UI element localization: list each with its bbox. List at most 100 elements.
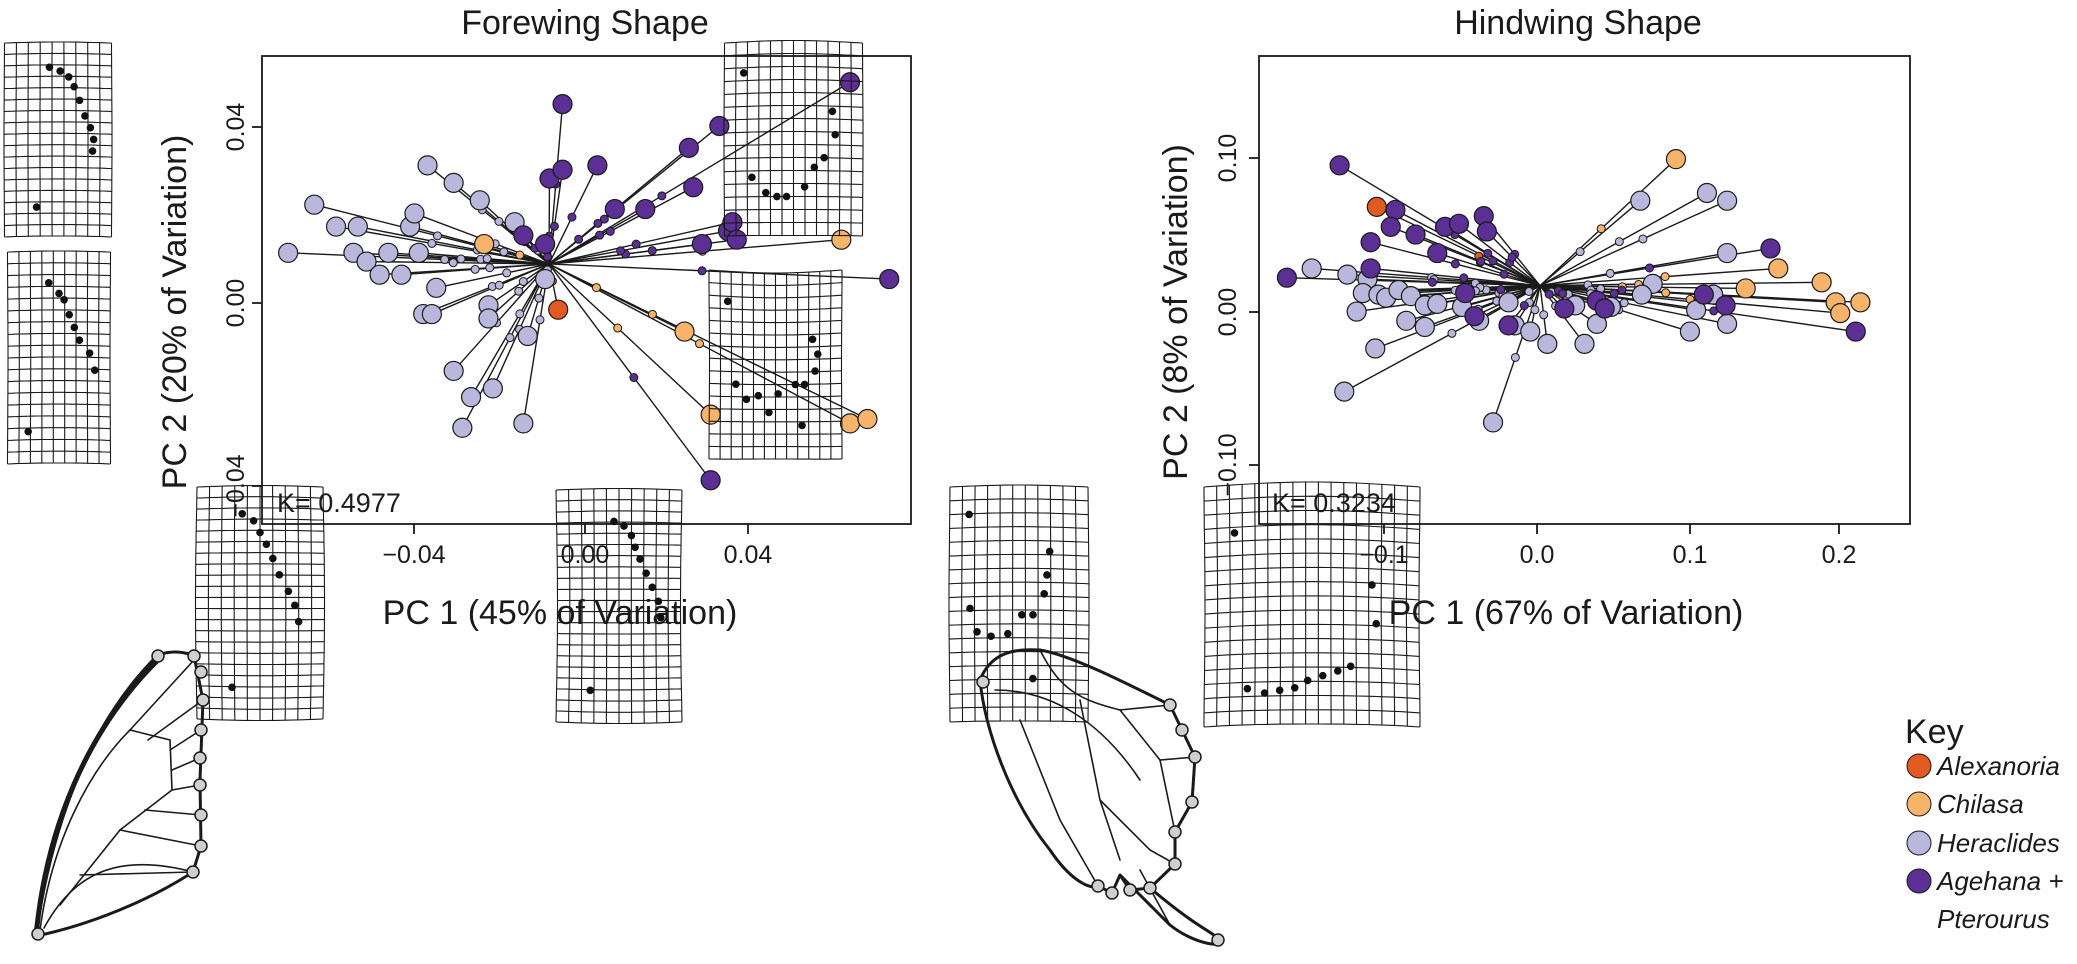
forewing-internal-node bbox=[593, 218, 603, 228]
forewing-internal-node bbox=[595, 230, 605, 240]
forewing-internal-node bbox=[494, 280, 504, 290]
landmark-dot bbox=[65, 310, 74, 319]
forewing-branch bbox=[699, 343, 851, 425]
forewing-internal-node bbox=[456, 254, 466, 264]
forewing-internal-node bbox=[591, 283, 601, 293]
landmark-dot bbox=[1303, 676, 1312, 685]
landmark-dot bbox=[657, 613, 665, 622]
landmark-dot bbox=[24, 427, 32, 436]
forewing-internal-node bbox=[515, 250, 525, 260]
landmark-dot bbox=[56, 67, 64, 75]
hindwing-data-point bbox=[1448, 213, 1470, 234]
hindwing-branch bbox=[1503, 273, 1541, 287]
forewing-xtick-2: 0.00 bbox=[561, 541, 610, 569]
forewing-internal-node bbox=[631, 239, 641, 249]
forewing-branch bbox=[661, 81, 851, 197]
hindwing-data-point bbox=[1716, 190, 1738, 211]
forewing-points bbox=[278, 72, 900, 491]
hindwing-xtick-4: 0.2 bbox=[1822, 541, 1857, 569]
forewing-data-point bbox=[347, 216, 368, 237]
hindwing-data-point bbox=[1396, 310, 1417, 331]
hindwing-series-chilasa bbox=[1665, 149, 1871, 324]
forewing-internal-node bbox=[494, 216, 504, 226]
forewing-internal-node bbox=[613, 323, 623, 333]
hindwing-data-point bbox=[1476, 221, 1497, 242]
hindwing-branch bbox=[1492, 357, 1517, 423]
forewing-internal-node bbox=[616, 246, 626, 256]
forewing-internal-node bbox=[599, 214, 609, 224]
hindwing-data-point bbox=[1360, 232, 1381, 253]
landmark-dot bbox=[813, 350, 822, 358]
landmark-dot bbox=[798, 421, 806, 430]
landmark-dot bbox=[1029, 674, 1037, 683]
hindwing-branch bbox=[1649, 247, 1771, 269]
hindwing-internal-node bbox=[1519, 301, 1529, 311]
hindwing-data-point bbox=[1482, 412, 1504, 433]
forewing-branch bbox=[401, 268, 476, 276]
landmark-dot bbox=[262, 540, 271, 549]
landmark-dot bbox=[636, 555, 644, 563]
landmark-dot bbox=[291, 601, 299, 610]
landmark-dot bbox=[1368, 581, 1376, 589]
landmark-dot bbox=[631, 543, 639, 552]
forewing-branch bbox=[702, 270, 890, 280]
forewing-branch bbox=[548, 263, 703, 272]
landmark-dot bbox=[256, 528, 264, 537]
forewing-xtick-1: −0.04 bbox=[382, 541, 445, 569]
hindwing-branch bbox=[1540, 284, 1622, 291]
hindwing-data-point bbox=[1427, 242, 1448, 264]
forewing-data-point bbox=[478, 308, 499, 329]
hindwing-data-point bbox=[1574, 333, 1595, 354]
forewing-series-heraclides bbox=[278, 155, 556, 438]
legend: Key Alexanoria Chilasa Heraclides Agehan… bbox=[1905, 713, 2064, 934]
hindwing-branch bbox=[1713, 310, 1856, 333]
forewing-data-point bbox=[443, 360, 464, 382]
hindwing-branch bbox=[1415, 233, 1482, 263]
forewing-internal-node bbox=[427, 238, 437, 248]
forewing-internal-node bbox=[647, 246, 657, 256]
forewing-plot: −0.04 0.00 0.04 −0.04 0.00 0.04 K= 0.497… bbox=[222, 55, 912, 569]
forewing-data-point bbox=[452, 417, 473, 438]
landmark-dot bbox=[275, 571, 284, 579]
landmark-dot bbox=[831, 130, 839, 139]
forewing-data-point bbox=[408, 242, 429, 263]
hindwing-data-point bbox=[1405, 224, 1426, 245]
landmark-dot bbox=[973, 627, 981, 636]
forewing-data-point bbox=[517, 325, 538, 347]
hindwing-internal-node bbox=[1507, 252, 1517, 262]
forewing-data-point bbox=[674, 321, 695, 342]
hindwing-internal-node bbox=[1558, 289, 1568, 299]
hindwing-data-point bbox=[1768, 258, 1789, 279]
forewing-internal-node bbox=[482, 254, 492, 264]
hindwing-xlabel: PC 1 (67% of Variation) bbox=[1389, 594, 1744, 632]
landmark-dot bbox=[228, 683, 236, 692]
hindwing-branch bbox=[1539, 238, 1644, 287]
hindwing-branch bbox=[1437, 252, 1505, 275]
hindwing-internal-node bbox=[1617, 285, 1627, 295]
landmark-dot bbox=[86, 123, 95, 132]
forewing-internal-node bbox=[502, 268, 512, 278]
hindwing-data-point bbox=[1845, 321, 1866, 342]
landmark-dot bbox=[1260, 689, 1269, 697]
landmark-dot bbox=[586, 686, 595, 695]
legend-label-pterourus: Pterourus bbox=[1937, 904, 2050, 934]
hindwing-internal-node bbox=[1661, 288, 1671, 298]
hindwing-branch bbox=[1343, 332, 1453, 393]
landmark-dot bbox=[81, 112, 89, 120]
hindwing-series-agehana bbox=[1276, 155, 1866, 342]
hindwing-data-point bbox=[1735, 278, 1756, 299]
hindwing-data-point bbox=[1716, 313, 1738, 334]
forewing-data-point bbox=[552, 94, 573, 115]
forewing-internal-node bbox=[470, 264, 480, 274]
hindwing-ytick-3: 0.10 bbox=[1214, 134, 1242, 183]
forewing-internal-node bbox=[448, 258, 458, 268]
forewing-branch bbox=[548, 263, 619, 329]
deformation-grid-hindwing-pc1-low bbox=[948, 484, 1090, 723]
forewing-internal-node bbox=[629, 373, 639, 383]
hindwing-branch bbox=[1458, 223, 1511, 264]
hindwing-branch bbox=[1432, 281, 1541, 287]
hindwing-data-point bbox=[1301, 258, 1322, 279]
landmark-dot bbox=[739, 69, 748, 77]
forewing-branch bbox=[470, 313, 521, 398]
